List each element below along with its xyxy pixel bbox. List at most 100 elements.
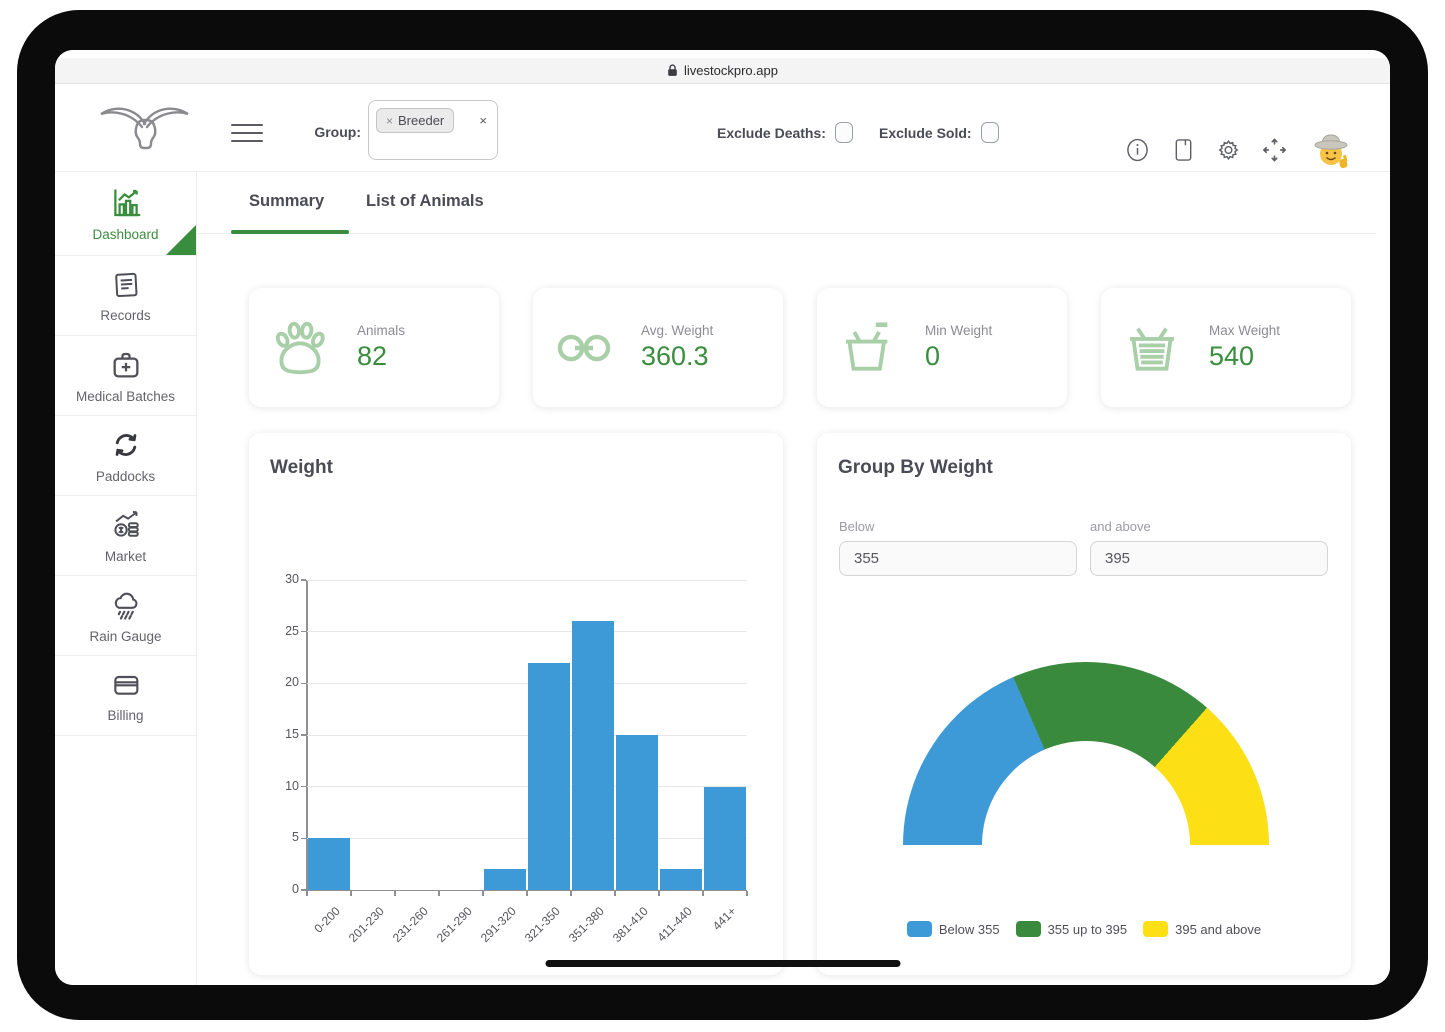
chip-label: Breeder bbox=[398, 113, 445, 128]
legend-item[interactable]: Below 355 bbox=[906, 921, 1000, 937]
y-tick bbox=[301, 682, 306, 685]
gauge-hole bbox=[982, 741, 1190, 845]
gridline bbox=[307, 837, 747, 839]
y-tick bbox=[301, 889, 306, 891]
lock-icon bbox=[668, 64, 677, 76]
exclude-deaths-checkbox[interactable] bbox=[834, 122, 853, 143]
browser-address-bar[interactable]: livestockpro.app bbox=[55, 58, 1390, 84]
legend-item[interactable]: 355 up to 395 bbox=[1015, 921, 1127, 937]
y-tick-label: 15 bbox=[285, 727, 299, 741]
histogram-bar bbox=[484, 869, 526, 890]
gridline bbox=[307, 579, 747, 581]
sidebar-item-records[interactable]: Records bbox=[55, 256, 196, 336]
main-content: Summary List of Animals Animals 82 Avg. W… bbox=[197, 172, 1390, 985]
chip-remove-icon[interactable]: × bbox=[386, 113, 394, 128]
sidebar-item-paddocks[interactable]: Paddocks bbox=[55, 416, 196, 496]
tablet-screen: livestockpro.app Group: × Breeder bbox=[55, 50, 1390, 985]
weight-panel-title: Weight bbox=[270, 457, 333, 478]
y-tick-label: 0 bbox=[292, 882, 299, 896]
below-label: Below bbox=[839, 519, 875, 534]
menu-button[interactable] bbox=[231, 118, 263, 148]
stat-label: Animals bbox=[357, 323, 406, 338]
y-tick-label: 5 bbox=[292, 830, 299, 845]
app-logo[interactable] bbox=[97, 98, 193, 165]
select-clear-icon[interactable]: × bbox=[479, 113, 487, 128]
sidebar-item-label: Paddocks bbox=[95, 468, 156, 484]
above-label: and above bbox=[1090, 519, 1151, 534]
gear-icon bbox=[1218, 139, 1239, 161]
coins-trend-icon bbox=[113, 510, 139, 537]
tab-list-of-animals[interactable]: List of Animals bbox=[366, 192, 484, 210]
y-tick-label: 20 bbox=[285, 675, 299, 690]
legend-item[interactable]: 395 and above bbox=[1143, 921, 1261, 937]
below-input[interactable] bbox=[839, 541, 1077, 576]
stat-value: 360.3 bbox=[641, 341, 709, 371]
stat-value: 82 bbox=[357, 341, 388, 371]
exclude-deaths-control: Exclude Deaths: bbox=[717, 122, 853, 143]
group-multiselect[interactable]: × Breeder × bbox=[368, 100, 498, 160]
fullscreen-button[interactable] bbox=[1261, 137, 1288, 164]
x-tick bbox=[746, 891, 748, 896]
exclude-sold-control: Exclude Sold: bbox=[879, 122, 999, 143]
exclude-sold-checkbox[interactable] bbox=[980, 122, 999, 143]
sidebar-item-market[interactable]: Market bbox=[55, 496, 196, 576]
home-indicator[interactable] bbox=[545, 960, 900, 967]
stat-label: Max Weight bbox=[1209, 323, 1281, 338]
settings-button[interactable] bbox=[1216, 138, 1241, 163]
x-tick-label: 321-350 bbox=[521, 904, 563, 946]
journal-button[interactable] bbox=[1172, 138, 1195, 163]
cowboy-avatar-icon bbox=[1314, 134, 1348, 169]
active-tab-indicator bbox=[231, 230, 349, 234]
y-tick-label: 25 bbox=[285, 623, 299, 638]
info-button[interactable] bbox=[1125, 138, 1150, 163]
basket-empty-icon bbox=[846, 321, 888, 371]
sidebar-item-label: Market bbox=[104, 548, 147, 564]
stat-card-max-weight: Max Weight 540 bbox=[1101, 288, 1351, 407]
user-avatar[interactable] bbox=[1310, 130, 1352, 172]
gauge-legend: Below 355 355 up to 395 395 and above bbox=[817, 921, 1351, 937]
x-tick-label: 351-380 bbox=[565, 904, 607, 946]
sidebar-item-label: Dashboard bbox=[92, 226, 159, 242]
medical-bag-icon bbox=[113, 352, 138, 377]
x-tick bbox=[526, 891, 528, 896]
sidebar-item-medical-batches[interactable]: Medical Batches bbox=[55, 336, 196, 416]
legend-swatch bbox=[1015, 921, 1041, 937]
tab-bar: Summary List of Animals bbox=[197, 172, 1376, 234]
stat-card-avg-weight: Avg. Weight 360.3 bbox=[533, 288, 783, 407]
x-tick-label: 411-440 bbox=[654, 904, 695, 945]
x-tick-label: 231-260 bbox=[389, 904, 431, 946]
x-tick-label: 441+ bbox=[709, 904, 739, 934]
x-tick bbox=[306, 891, 308, 896]
histogram-bar bbox=[704, 786, 746, 890]
weight-panel: Weight 0 5 10 15 20 25 30 0-200 201-230 231-260 2… bbox=[249, 433, 783, 975]
x-tick bbox=[570, 891, 572, 896]
legend-swatch bbox=[906, 921, 932, 937]
x-tick bbox=[482, 891, 484, 896]
gauge-arc bbox=[903, 662, 1269, 845]
sidebar-item-rain-gauge[interactable]: Rain Gauge bbox=[55, 576, 196, 656]
sidebar-item-label: Rain Gauge bbox=[89, 628, 162, 644]
histogram-bar bbox=[308, 838, 350, 890]
basket-full-icon bbox=[1130, 327, 1174, 371]
gridline bbox=[307, 631, 747, 633]
move-arrows-icon bbox=[1262, 138, 1287, 162]
x-tick-label: 0-200 bbox=[311, 904, 343, 936]
exclude-sold-label: Exclude Sold: bbox=[879, 124, 972, 141]
sidebar-item-dashboard[interactable]: Dashboard bbox=[55, 172, 196, 256]
legend-label: Below 355 bbox=[938, 921, 1000, 937]
paw-icon bbox=[275, 321, 325, 374]
stat-cards: Animals 82 Avg. Weight 360.3 Min Weight 0 M… bbox=[249, 288, 1351, 407]
group-chip-breeder[interactable]: × Breeder bbox=[376, 108, 455, 133]
group-panel-title: Group By Weight bbox=[838, 457, 993, 478]
histogram-bar bbox=[572, 621, 614, 890]
group-filter-label: Group: bbox=[314, 124, 361, 140]
sidebar-item-billing[interactable]: Billing bbox=[55, 656, 196, 736]
weight-y-labels: 0 5 10 15 20 25 30 bbox=[257, 572, 299, 896]
stat-card-min-weight: Min Weight 0 bbox=[817, 288, 1067, 407]
page-url: livestockpro.app bbox=[684, 63, 778, 78]
gridline bbox=[307, 682, 747, 684]
above-input[interactable] bbox=[1090, 541, 1328, 576]
x-tick-label: 381-410 bbox=[609, 904, 651, 946]
tab-summary[interactable]: Summary bbox=[249, 192, 325, 210]
